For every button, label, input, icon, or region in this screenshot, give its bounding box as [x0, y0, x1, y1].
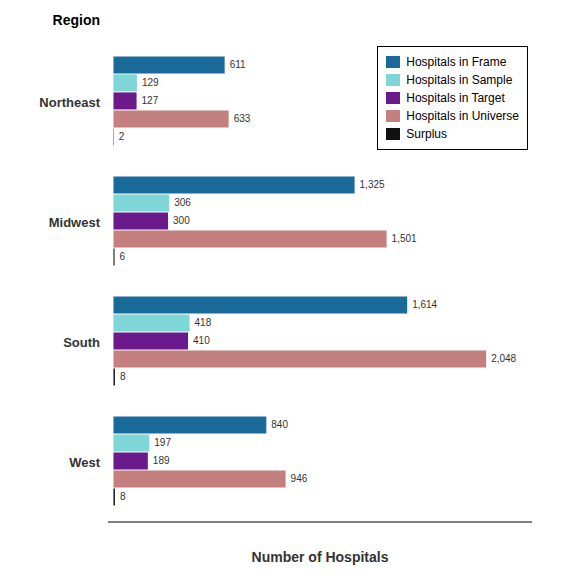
html-text:Hospitals in Sample: Hospitals in Sample	[406, 73, 513, 87]
svg-text:127: 127	[142, 95, 159, 106]
html-text:Surplus: Surplus	[406, 127, 447, 141]
svg-text:8: 8	[120, 371, 126, 382]
svg-text:129: 129	[142, 77, 159, 88]
svg-text:Midwest: Midwest	[49, 215, 101, 230]
svg-text:West: West	[69, 455, 100, 470]
svg-text:1,325: 1,325	[360, 179, 385, 190]
svg-text:633: 633	[234, 113, 251, 124]
svg-text:South: South	[63, 335, 100, 350]
html-text:Hospitals in Target: Hospitals in Target	[406, 91, 505, 105]
svg-text:Number of Hospitals: Number of Hospitals	[252, 549, 389, 565]
svg-text:946: 946	[291, 473, 308, 484]
svg-text:197: 197	[154, 437, 171, 448]
svg-text:611: 611	[230, 59, 246, 70]
html-text:Hospitals in Universe: Hospitals in Universe	[406, 109, 519, 123]
svg-text:840: 840	[271, 419, 288, 430]
svg-text:410: 410	[193, 335, 210, 346]
html-text:Hospitals in Frame: Hospitals in Frame	[406, 55, 507, 69]
svg-text:Northeast: Northeast	[39, 95, 100, 110]
svg-text:8: 8	[120, 491, 126, 502]
svg-text:306: 306	[174, 197, 191, 208]
svg-text:1,501: 1,501	[392, 233, 417, 244]
svg-text:6: 6	[120, 251, 126, 262]
svg-text:2: 2	[119, 131, 125, 142]
html-text:Region: Region	[52, 12, 100, 28]
svg-text:1,614: 1,614	[412, 299, 437, 310]
svg-text:189: 189	[153, 455, 170, 466]
svg-text:2,048: 2,048	[491, 353, 516, 364]
svg-text:300: 300	[173, 215, 190, 226]
svg-text:418: 418	[195, 317, 212, 328]
